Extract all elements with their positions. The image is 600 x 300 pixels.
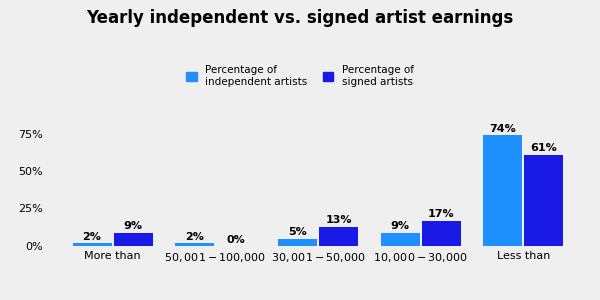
- Text: 74%: 74%: [490, 124, 516, 134]
- Text: 13%: 13%: [325, 215, 352, 225]
- Bar: [380, 232, 419, 246]
- Bar: [524, 154, 563, 246]
- Bar: [113, 232, 152, 246]
- Text: 2%: 2%: [185, 232, 204, 242]
- Bar: [73, 243, 112, 246]
- Bar: [319, 226, 358, 246]
- Bar: [422, 220, 461, 246]
- Text: 5%: 5%: [288, 227, 307, 237]
- Text: 9%: 9%: [124, 221, 143, 231]
- Bar: [278, 238, 317, 246]
- Text: 2%: 2%: [83, 232, 101, 242]
- Text: 0%: 0%: [226, 235, 245, 245]
- Text: 61%: 61%: [530, 143, 557, 153]
- Bar: [175, 243, 214, 246]
- Legend: Percentage of
independent artists, Percentage of
signed artists: Percentage of independent artists, Perce…: [187, 65, 413, 87]
- Bar: [484, 135, 523, 246]
- Text: 17%: 17%: [428, 209, 455, 219]
- Text: Yearly independent vs. signed artist earnings: Yearly independent vs. signed artist ear…: [86, 9, 514, 27]
- Text: 9%: 9%: [391, 221, 410, 231]
